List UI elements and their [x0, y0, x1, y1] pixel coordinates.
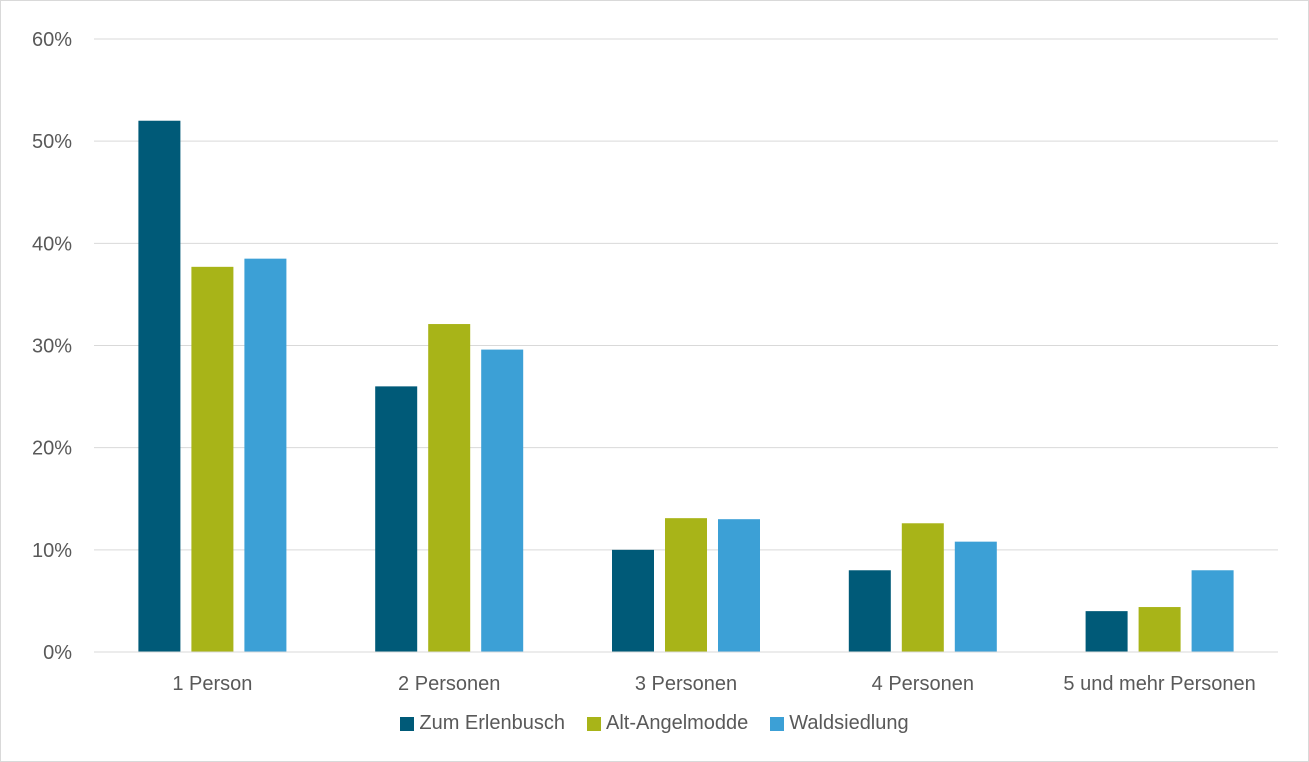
y-tick-label: 10% [32, 540, 72, 562]
legend-label: Alt-Angelmodde [605, 712, 749, 734]
bar [191, 266, 234, 652]
bar [954, 541, 997, 652]
y-tick-label: 40% [32, 233, 72, 255]
y-tick-label: 60% [32, 29, 72, 51]
legend-swatch [586, 716, 601, 731]
bar [1191, 570, 1234, 652]
bar [848, 570, 891, 652]
legend-item: Zum Erlenbusch [400, 712, 565, 735]
bar [612, 549, 654, 652]
legend-swatch [770, 716, 785, 731]
bars [94, 120, 1278, 653]
bar [375, 386, 418, 652]
legend-label: Zum Erlenbusch [419, 712, 565, 734]
y-tick-label: 50% [32, 131, 72, 153]
legend-label: Waldsiedlung [789, 712, 909, 734]
y-axis-ticks: 0% 10% 20% 30% 40% 50% 60% [32, 29, 72, 664]
y-tick-label: 0% [43, 642, 72, 664]
bar [1085, 611, 1128, 652]
legend-item: Alt-Angelmodde [586, 712, 749, 735]
x-tick-label: 4 Personen [872, 673, 974, 695]
x-axis-ticks: 1 Person 2 Personen 3 Personen 4 Personen 5 … [172, 673, 1255, 695]
legend-item: Waldsiedlung [770, 712, 909, 735]
y-tick-label: 20% [32, 438, 72, 460]
bar [428, 324, 471, 652]
bar [901, 523, 944, 652]
x-tick-label: 2 Personen [398, 673, 500, 695]
legend-swatch [400, 716, 415, 731]
legend: Zum Erlenbusch Alt-Angelmodde Waldsiedlung [0, 712, 1309, 735]
y-tick-label: 30% [32, 336, 72, 358]
bar [665, 518, 707, 652]
x-tick-label: 3 Personen [635, 673, 737, 695]
bar [244, 258, 287, 652]
bar [718, 519, 760, 652]
bar-chart: 0% 10% 20% 30% 40% 50% 60% 1 Person 2 Personen 3… [32, 29, 1278, 695]
x-tick-label: 1 Person [172, 673, 252, 695]
bar [1138, 607, 1181, 652]
bar [138, 120, 181, 652]
bar [481, 349, 524, 652]
x-tick-label: 5 und mehr Personen [1063, 673, 1255, 695]
